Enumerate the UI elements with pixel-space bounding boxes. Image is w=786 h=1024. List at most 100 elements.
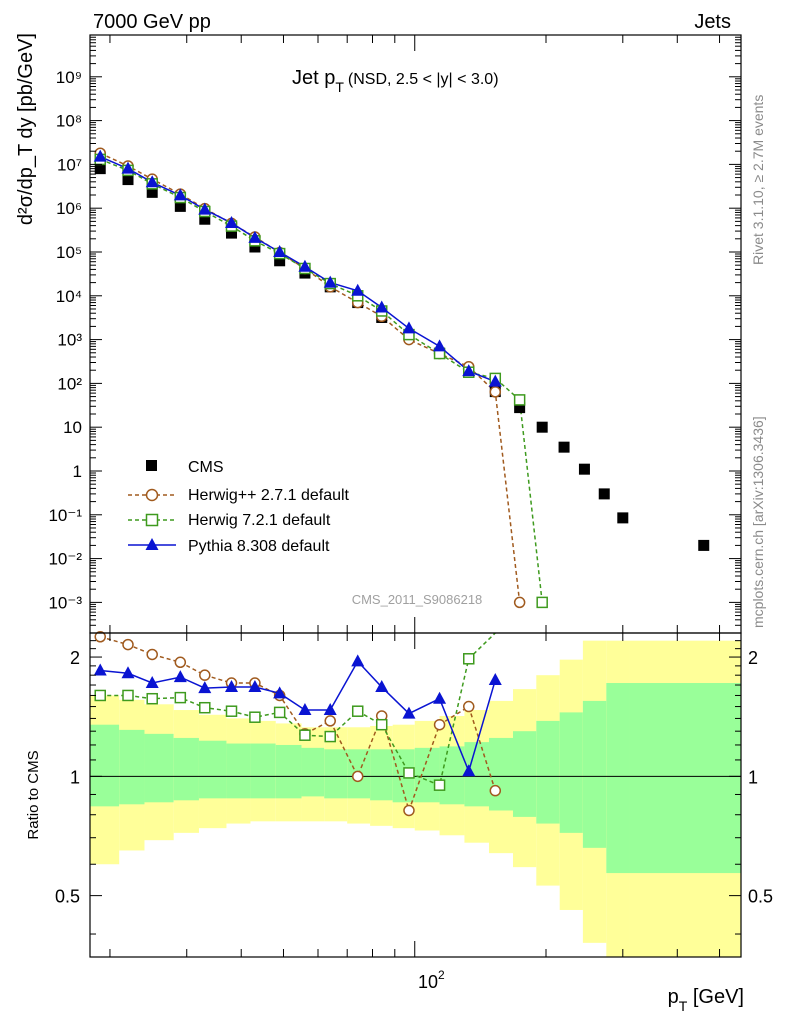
- legend-label-cms: CMS: [188, 459, 224, 476]
- upper-point-3-5: [225, 215, 239, 228]
- upper-point-3-3: [173, 188, 187, 201]
- upper-series-line-3: [99, 155, 496, 383]
- upper-point-0-3: [174, 200, 186, 212]
- lower-y-tick-label-right: 1: [748, 767, 758, 787]
- legend-marker-cms: [146, 460, 157, 471]
- legend-marker-herwig7: [145, 513, 159, 527]
- ratio-point-0-13: [433, 718, 446, 731]
- upper-y-tick-label: 10²: [57, 374, 82, 393]
- upper-point-3-8: [298, 259, 312, 272]
- ratio-point-1-4: [199, 701, 211, 714]
- header-right: Jets: [694, 11, 731, 33]
- upper-point-0-7: [274, 255, 286, 267]
- upper-point-3-7: [273, 244, 287, 257]
- ratio-point-0-3: [174, 656, 187, 669]
- band-inner-bin: [414, 747, 440, 803]
- upper-point-3-2: [145, 175, 159, 188]
- upper-point-3-9: [323, 275, 337, 288]
- upper-point-0-21: [617, 512, 629, 524]
- band-inner-bin: [629, 683, 741, 874]
- ratio-series-line-2: [100, 660, 497, 774]
- legend-label-herwigpp: Herwig++ 2.7.1 default: [188, 487, 350, 504]
- ratio-point-0-9: [324, 715, 336, 727]
- ratio-point-1-8: [299, 729, 311, 741]
- upper-point-0-1: [122, 174, 134, 186]
- ratio-point-1-10: [351, 705, 364, 717]
- ratio-series-line-0: [100, 636, 496, 813]
- upper-point-0-5: [226, 227, 238, 239]
- x-tick-exp: 2: [438, 968, 445, 982]
- ratio-point-2-6: [248, 680, 262, 693]
- axis-ticks: 10⁻³ 10⁻² 10⁻¹ 1 10 10² 10³ 10⁴ 10⁵ 10⁶ 10⁷ 10⁸ 10⁹ 0…: [48, 34, 773, 957]
- upper-y-axis-label: d²σ/dp_T dy [pb/GeV]: [15, 33, 37, 225]
- ratio-point-1-14: [463, 653, 475, 665]
- legend-label-pythia: Pythia 8.308 default: [188, 538, 330, 555]
- ratio-series-line-1: [100, 632, 496, 787]
- upper-point-3-0: [93, 149, 107, 162]
- upper-point-1-15: [489, 386, 502, 398]
- upper-point-0-18: [558, 441, 570, 453]
- ratio-point-1-5: [225, 705, 238, 717]
- title-main: Jet p: [292, 67, 335, 89]
- upper-point-3-1: [121, 161, 135, 174]
- ratio-point-0-0: [94, 631, 106, 643]
- ratio-point-2-8: [298, 703, 312, 716]
- ratio-point-1-7: [273, 706, 286, 719]
- upper-point-3-11: [375, 300, 389, 313]
- upper-series-line-2: [99, 158, 543, 603]
- ratio-uncertainty-bands: [90, 640, 741, 957]
- ratio-point-1-6: [249, 711, 261, 723]
- ratio-point-2-9: [323, 703, 337, 716]
- band-inner-bin: [324, 749, 348, 799]
- title-sub: T: [335, 79, 344, 95]
- band-inner-bin: [198, 740, 227, 799]
- ratio-point-0-2: [146, 648, 158, 661]
- legend-label-herwig7: Herwig 7.2.1 default: [188, 512, 331, 529]
- ratio-point-2-7: [273, 686, 287, 699]
- upper-point-0-2: [146, 186, 158, 198]
- lower-y-axis-label: Ratio to CMS: [25, 750, 42, 839]
- upper-point-3-12: [402, 321, 416, 334]
- upper-point-1-16: [513, 596, 526, 609]
- band-inner-bin: [582, 700, 607, 848]
- ratio-point-0-4: [199, 669, 211, 681]
- ratio-point-1-13: [433, 779, 446, 791]
- x-tick-base: 10: [418, 972, 438, 992]
- ratio-point-1-9: [324, 730, 336, 743]
- upper-y-tick-label: 10⁻²: [48, 550, 82, 569]
- x-axis-label-main: p: [668, 986, 679, 1008]
- upper-point-3-14: [462, 364, 476, 377]
- upper-y-tick-label: 10⁶: [56, 199, 82, 218]
- lower-y-tick-label: 0.5: [55, 887, 80, 907]
- ratio-point-2-11: [375, 680, 389, 693]
- upper-y-tick-label: 10: [63, 418, 82, 437]
- band-inner-bin: [173, 737, 199, 801]
- upper-point-2-16: [513, 394, 526, 406]
- ratio-point-2-13: [433, 691, 447, 704]
- lower-y-tick-label-right: 2: [748, 648, 758, 668]
- ratio-point-2-12: [402, 706, 416, 719]
- upper-y-tick-label: 10⁷: [57, 155, 82, 174]
- upper-point-0-0: [94, 163, 106, 175]
- lower-y-tick-label-right: 0.5: [748, 887, 773, 907]
- ratio-point-1-0: [94, 689, 106, 702]
- lower-frame: [89, 632, 742, 958]
- ratio-point-0-12: [403, 804, 415, 817]
- ratio-point-2-10: [351, 654, 365, 667]
- band-inner-bin: [370, 749, 393, 801]
- x-axis-label-sub: T: [679, 998, 688, 1014]
- ratio-point-2-1: [121, 666, 135, 679]
- ratio-point-2-2: [145, 676, 159, 689]
- upper-point-0-17: [536, 421, 548, 433]
- ratio-point-0-10: [351, 770, 364, 783]
- upper-point-3-15: [488, 374, 502, 387]
- band-inner-bin: [90, 724, 120, 807]
- upper-series-line-1: [99, 152, 521, 603]
- band-inner-bin: [606, 683, 630, 874]
- lower-y-tick-label: 2: [70, 648, 80, 668]
- rivet-label: Rivet 3.1.10, ≥ 2.7M events: [750, 95, 766, 265]
- ratio-point-2-15: [488, 673, 502, 686]
- legend-marker-pythia: [145, 538, 159, 550]
- ratio-point-1-2: [146, 692, 158, 705]
